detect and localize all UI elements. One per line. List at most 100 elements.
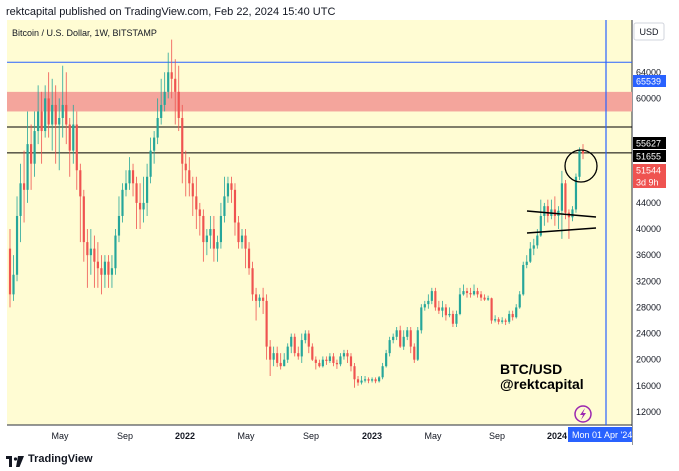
- candle: [515, 304, 518, 319]
- candle: [163, 72, 166, 112]
- y-tick-label: 64000: [636, 67, 661, 77]
- candle: [342, 349, 346, 360]
- candle: [198, 202, 201, 236]
- candle: [332, 353, 335, 367]
- candle: [543, 202, 546, 226]
- candle: [40, 91, 43, 164]
- x-tick-label: 2022: [175, 431, 195, 441]
- candle: [100, 255, 103, 295]
- currency-box[interactable]: [633, 22, 665, 41]
- candle: [522, 261, 525, 296]
- candle: [448, 307, 451, 318]
- candle: [114, 229, 117, 275]
- candle: [272, 346, 275, 367]
- candle: [501, 317, 504, 324]
- candle: [430, 287, 433, 305]
- candle: [300, 333, 303, 363]
- candle: [529, 242, 532, 263]
- svg-text:3d 9h: 3d 9h: [636, 178, 659, 188]
- candle: [269, 340, 272, 377]
- candle: [465, 287, 469, 298]
- y-tick-label: 60000: [636, 93, 661, 103]
- candle: [75, 111, 78, 190]
- candle: [8, 229, 12, 308]
- candle: [539, 199, 542, 237]
- time-axis-panel: [7, 426, 632, 445]
- candle: [37, 85, 40, 145]
- candle: [51, 78, 54, 151]
- svg-text:55627: 55627: [636, 139, 661, 149]
- currency-label: USD: [639, 27, 659, 37]
- chart-title: Bitcoin / U.S. Dollar, 1W, BITSTAMP: [12, 28, 157, 38]
- candle: [174, 59, 177, 125]
- candle: [339, 353, 342, 367]
- candle: [363, 376, 367, 383]
- candle: [458, 287, 462, 316]
- candle: [304, 330, 307, 344]
- candle: [82, 189, 85, 262]
- candle: [423, 300, 426, 311]
- candle: [216, 235, 219, 262]
- y-tick-label: 24000: [636, 329, 661, 339]
- price-tag: 55627: [633, 137, 666, 149]
- y-tick-label: 36000: [636, 250, 661, 260]
- candle: [455, 310, 458, 328]
- candle: [276, 346, 279, 367]
- candle: [237, 215, 240, 249]
- resistance-zone: [7, 91, 632, 112]
- candle: [103, 255, 107, 288]
- published-header: rektcapital published on TradingView.com…: [6, 6, 336, 18]
- lightning-icon[interactable]: [574, 405, 592, 423]
- x-tick-label: 2023: [362, 431, 382, 441]
- candle: [156, 98, 159, 145]
- price-tag: 3d 9h: [633, 176, 666, 188]
- candle: [177, 65, 180, 132]
- chart-background: [7, 20, 632, 425]
- candle: [15, 196, 19, 282]
- y-tick-label: 32000: [636, 276, 661, 286]
- y-tick-label: 28000: [636, 302, 661, 312]
- candle: [240, 229, 244, 249]
- candle: [65, 72, 68, 145]
- candle: [47, 72, 50, 138]
- candle: [399, 325, 402, 348]
- candle: [121, 183, 124, 223]
- candle: [511, 310, 514, 321]
- candle: [314, 356, 317, 370]
- candle: [153, 131, 156, 164]
- candle: [79, 163, 82, 243]
- tradingview-brand: TradingView: [28, 453, 93, 465]
- tradingview-logo-icon: [6, 454, 24, 467]
- candle: [402, 330, 405, 350]
- candle: [434, 287, 437, 311]
- candle: [518, 291, 521, 309]
- candle: [409, 327, 412, 354]
- candle: [188, 157, 191, 197]
- candle: [135, 176, 138, 230]
- candle: [381, 362, 384, 380]
- candle: [131, 163, 135, 197]
- candle: [311, 343, 314, 361]
- candle: [58, 98, 61, 171]
- candle: [86, 229, 89, 288]
- price-tag: 65539: [633, 75, 666, 87]
- candle: [353, 362, 356, 388]
- candle: [223, 176, 226, 223]
- svg-text:51544: 51544: [636, 166, 661, 176]
- candle: [469, 287, 472, 298]
- annotation-pair: BTC/USD: [500, 361, 562, 377]
- price-tag: 51655: [633, 150, 666, 162]
- candle: [525, 255, 528, 269]
- candle: [233, 183, 237, 236]
- candle: [96, 242, 99, 288]
- candle: [12, 255, 15, 301]
- candle: [388, 336, 391, 357]
- candle: [508, 310, 511, 324]
- x-tick-label: May: [424, 431, 442, 441]
- candle: [61, 65, 64, 138]
- y-tick-label: 40000: [636, 224, 661, 234]
- svg-text:65539: 65539: [636, 77, 661, 87]
- candle: [483, 294, 486, 301]
- x-tick-label: 2024: [547, 431, 567, 441]
